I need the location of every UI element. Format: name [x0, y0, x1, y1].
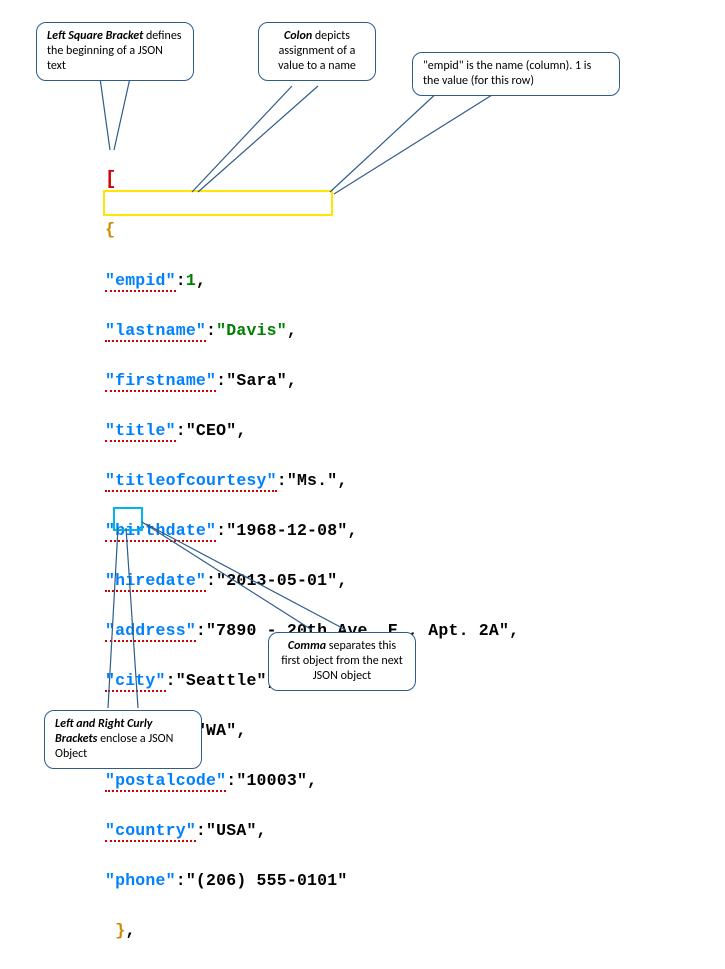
callout-comma: Comma separates this first object from t…	[268, 632, 416, 691]
callout-left-bracket: Left Square Bracket defines the beginnin…	[36, 22, 194, 81]
val-empid: 1	[186, 271, 196, 290]
callout-text: "empid" is the name (column). 1 is the v…	[423, 59, 591, 88]
val-country: "USA"	[206, 821, 257, 840]
key-postalcode: "postalcode"	[105, 771, 226, 792]
key-lastname: "lastname"	[105, 321, 206, 342]
val-titleofcourtesy: "Ms."	[287, 471, 338, 490]
callout-curly: Left and Right Curly Brackets enclose a …	[44, 710, 202, 769]
highlight-closing-curly	[113, 507, 143, 531]
val-postalcode: "10003"	[236, 771, 307, 790]
val-birthdate: "1968-12-08"	[226, 521, 347, 540]
json-code-block: [ { "empid":1, "lastname":"Davis", "firs…	[105, 142, 519, 969]
callout-empid: "empid" is the name (column). 1 is the v…	[412, 52, 620, 96]
key-country: "country"	[105, 821, 196, 842]
key-address: "address"	[105, 621, 196, 642]
trailing-comma: ,	[126, 921, 136, 940]
close-curly: }	[115, 922, 125, 941]
key-empid: "empid"	[105, 271, 176, 292]
key-titleofcourtesy: "titleofcourtesy"	[105, 471, 277, 492]
open-curly: {	[105, 221, 115, 240]
callout-lead: Comma	[288, 639, 326, 653]
val-title: "CEO"	[186, 421, 237, 440]
key-phone: "phone"	[105, 871, 176, 890]
val-hiredate: "2013-05-01"	[216, 571, 337, 590]
val-lastname: "Davis"	[216, 321, 287, 340]
highlight-empid-row	[103, 190, 333, 216]
val-city: "Seattle"	[176, 671, 267, 690]
key-hiredate: "hiredate"	[105, 571, 206, 592]
open-square-bracket: [	[105, 168, 117, 190]
callout-lead: Left Square Bracket	[47, 29, 143, 43]
key-city: "city"	[105, 671, 166, 692]
key-firstname: "firstname"	[105, 371, 216, 392]
key-title: "title"	[105, 421, 176, 442]
val-region: "WA"	[196, 721, 236, 740]
val-phone: "(206) 555-0101"	[186, 871, 348, 890]
callout-colon: Colon depicts assignment of a value to a…	[258, 22, 376, 81]
val-firstname: "Sara"	[226, 371, 287, 390]
callout-lead: Colon	[284, 29, 312, 43]
